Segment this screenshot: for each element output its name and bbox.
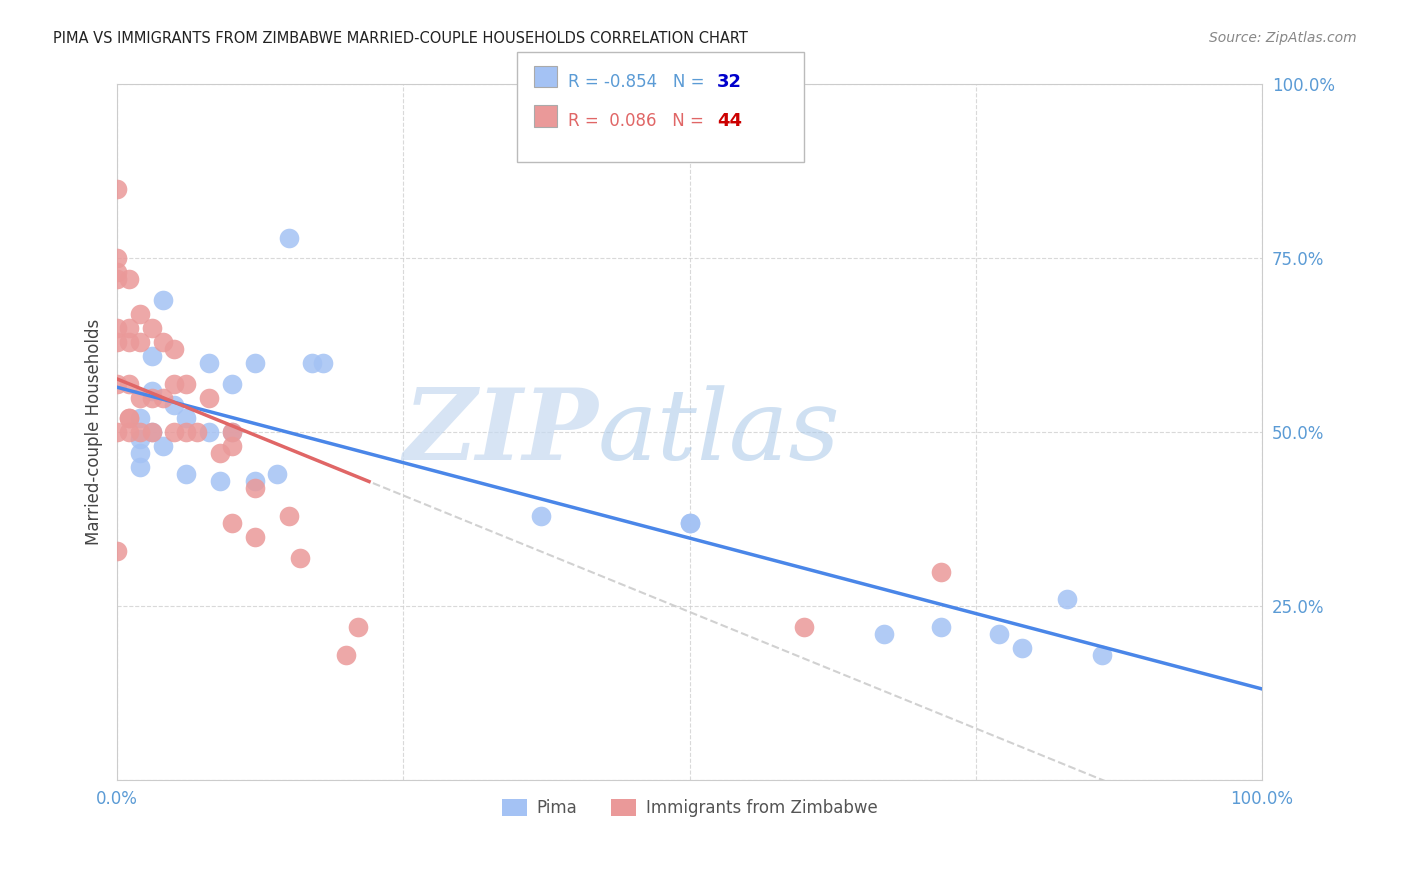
Point [931,565,953,579]
Point [141,425,163,440]
Point [117,321,139,335]
Point [931,620,953,634]
Point [174,467,197,482]
Point [117,376,139,391]
Text: 32: 32 [717,73,742,91]
Point [141,391,163,405]
Point [152,439,174,453]
Point [163,398,186,412]
Point [129,307,152,321]
Point [221,376,243,391]
Point [105,334,128,349]
Text: atlas: atlas [598,384,841,480]
Point [152,334,174,349]
Point [1011,641,1033,656]
Point [129,425,152,440]
Point [105,425,128,440]
Point [105,182,128,196]
Point [174,425,197,440]
Point [266,467,288,482]
Y-axis label: Married-couple Households: Married-couple Households [86,319,103,546]
Point [221,425,243,440]
Point [129,334,152,349]
Point [129,433,152,447]
Point [105,252,128,266]
Point [186,425,208,440]
Point [197,356,219,370]
Point [105,543,128,558]
Legend: Pima, Immigrants from Zimbabwe: Pima, Immigrants from Zimbabwe [495,793,884,824]
Point [277,508,299,523]
Point [678,516,700,530]
Point [105,272,128,286]
Point [141,321,163,335]
Point [530,508,553,523]
Point [1056,592,1078,607]
Point [312,356,335,370]
Point [163,342,186,356]
Point [117,334,139,349]
Point [793,620,815,634]
Point [174,411,197,425]
Point [163,376,186,391]
Point [105,321,128,335]
Point [174,376,197,391]
Point [987,627,1010,641]
Point [221,439,243,453]
Point [290,550,312,565]
Point [141,384,163,398]
Point [301,356,323,370]
Point [197,425,219,440]
Point [209,446,232,460]
Point [141,425,163,440]
Point [105,265,128,279]
Point [243,356,266,370]
Point [129,411,152,425]
Point [117,411,139,425]
Point [678,516,700,530]
Point [197,391,219,405]
Text: 44: 44 [717,112,742,130]
Text: PIMA VS IMMIGRANTS FROM ZIMBABWE MARRIED-COUPLE HOUSEHOLDS CORRELATION CHART: PIMA VS IMMIGRANTS FROM ZIMBABWE MARRIED… [53,31,748,46]
Point [117,411,139,425]
Point [152,391,174,405]
Point [117,272,139,286]
Point [221,425,243,440]
Point [105,376,128,391]
Point [141,349,163,363]
Point [221,516,243,530]
Point [277,230,299,244]
Point [129,391,152,405]
Point [243,481,266,495]
Text: R =  0.086   N =: R = 0.086 N = [568,112,709,130]
Point [209,474,232,488]
Point [346,620,368,634]
Point [117,425,139,440]
Point [243,530,266,544]
Point [152,293,174,307]
Point [335,648,357,662]
Point [1091,648,1114,662]
Point [873,627,896,641]
Point [129,446,152,460]
Point [163,425,186,440]
Point [243,474,266,488]
Text: ZIP: ZIP [404,384,598,481]
Point [129,460,152,475]
Text: R = -0.854   N =: R = -0.854 N = [568,73,710,91]
Text: Source: ZipAtlas.com: Source: ZipAtlas.com [1209,31,1357,45]
